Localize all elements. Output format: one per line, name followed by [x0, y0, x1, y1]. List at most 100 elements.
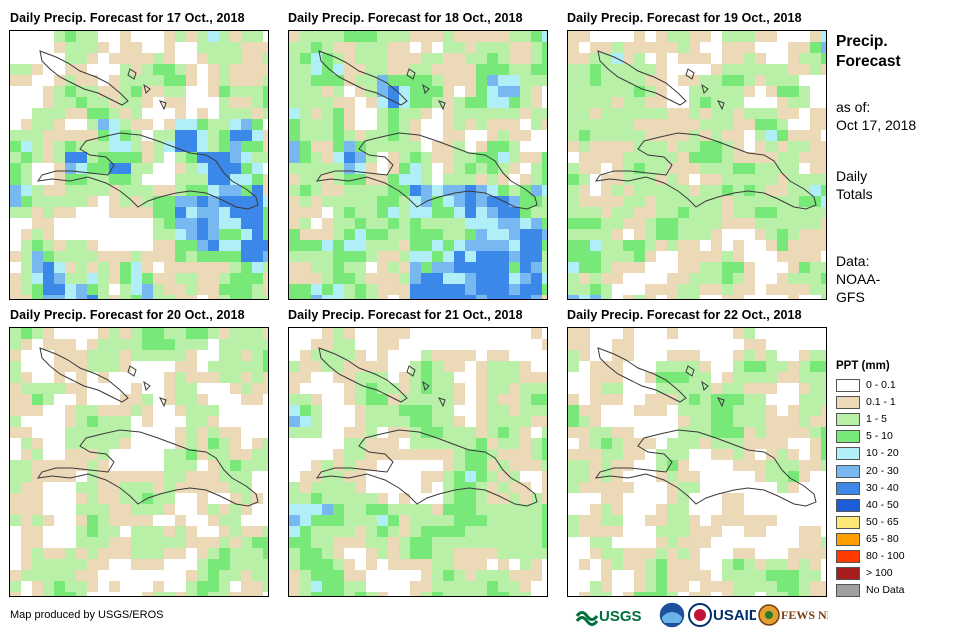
- precip-cell: [568, 251, 579, 262]
- precip-cell: [355, 240, 366, 251]
- precip-cell: [252, 438, 263, 449]
- precip-cell: [344, 570, 355, 581]
- precip-cell: [443, 493, 454, 504]
- precip-cell: [542, 229, 547, 240]
- precip-cell: [667, 493, 678, 504]
- precip-cell: [821, 64, 826, 75]
- precip-cell: [263, 251, 268, 262]
- precip-cell: [208, 119, 219, 130]
- precip-cell: [733, 53, 744, 64]
- precip-cell: [520, 449, 531, 460]
- precip-cell: [164, 53, 175, 64]
- precip-cell: [65, 460, 76, 471]
- precip-cell: [208, 504, 219, 515]
- precip-cell: [322, 295, 333, 299]
- precip-cell: [54, 196, 65, 207]
- precip-cell: [711, 284, 722, 295]
- precip-cell: [344, 361, 355, 372]
- precip-cell: [766, 416, 777, 427]
- precip-cell: [667, 141, 678, 152]
- precip-cell: [208, 31, 219, 42]
- precip-cell: [120, 185, 131, 196]
- precip-cell: [623, 86, 634, 97]
- precip-cell: [443, 570, 454, 581]
- precip-cell: [410, 64, 421, 75]
- precip-cell: [98, 86, 109, 97]
- precip-cell: [432, 504, 443, 515]
- precip-cell: [219, 559, 230, 570]
- precip-cell: [32, 570, 43, 581]
- precip-cell: [175, 537, 186, 548]
- precip-cell: [197, 471, 208, 482]
- precip-cell: [645, 438, 656, 449]
- precip-cell: [777, 240, 788, 251]
- usaid-logo: USAID: [688, 602, 760, 633]
- precip-cell: [109, 427, 120, 438]
- precip-cell: [498, 108, 509, 119]
- precip-cell: [241, 86, 252, 97]
- precip-cell: [311, 86, 322, 97]
- precip-cell: [164, 350, 175, 361]
- precip-cell: [344, 152, 355, 163]
- precip-cell: [241, 526, 252, 537]
- precip-cell: [322, 218, 333, 229]
- precip-cell: [109, 174, 120, 185]
- precip-cell: [344, 427, 355, 438]
- precip-cell: [465, 460, 476, 471]
- precip-cell: [542, 526, 547, 537]
- precip-cell: [612, 438, 623, 449]
- precip-cell: [509, 482, 520, 493]
- precip-cell: [601, 383, 612, 394]
- precip-cell: [98, 361, 109, 372]
- precip-cell: [164, 196, 175, 207]
- precip-cell: [32, 152, 43, 163]
- precip-cell: [355, 526, 366, 537]
- precip-cell: [487, 394, 498, 405]
- precip-cell: [153, 53, 164, 64]
- precip-cell: [142, 251, 153, 262]
- precip-cell: [131, 526, 142, 537]
- precip-cell: [131, 515, 142, 526]
- precip-cell: [788, 295, 799, 299]
- precip-cell: [208, 515, 219, 526]
- precip-cell: [54, 207, 65, 218]
- precip-cell: [10, 592, 21, 596]
- precip-cell: [54, 251, 65, 262]
- precip-cell: [109, 548, 120, 559]
- precip-cell: [579, 515, 590, 526]
- legend-swatch: [836, 447, 860, 461]
- precip-cell: [241, 108, 252, 119]
- precip-cell: [799, 383, 810, 394]
- precip-cell: [263, 284, 268, 295]
- precip-cell: [300, 251, 311, 262]
- precip-cell: [498, 460, 509, 471]
- precip-cell: [333, 130, 344, 141]
- precip-cell: [98, 295, 109, 299]
- precip-cell: [454, 504, 465, 515]
- precip-cell: [87, 119, 98, 130]
- precip-cell: [87, 53, 98, 64]
- precip-cell: [377, 449, 388, 460]
- precip-cell: [289, 383, 300, 394]
- precip-cell: [219, 471, 230, 482]
- precip-cell: [744, 350, 755, 361]
- precip-cell: [788, 361, 799, 372]
- precip-cell: [810, 559, 821, 570]
- precip-cell: [443, 42, 454, 53]
- precip-cell: [465, 262, 476, 273]
- precip-cell: [98, 273, 109, 284]
- precip-cell: [230, 493, 241, 504]
- precip-cell: [498, 449, 509, 460]
- precip-cell: [678, 372, 689, 383]
- precip-cell: [142, 53, 153, 64]
- precip-cell: [98, 185, 109, 196]
- precip-cell: [542, 218, 547, 229]
- precip-cell: [700, 174, 711, 185]
- precip-cell: [175, 350, 186, 361]
- precip-cell: [465, 592, 476, 596]
- precip-cell: [120, 31, 131, 42]
- precip-cell: [656, 394, 667, 405]
- precip-cell: [821, 240, 826, 251]
- precip-cell: [443, 75, 454, 86]
- legend-label: 1 - 5: [866, 413, 888, 426]
